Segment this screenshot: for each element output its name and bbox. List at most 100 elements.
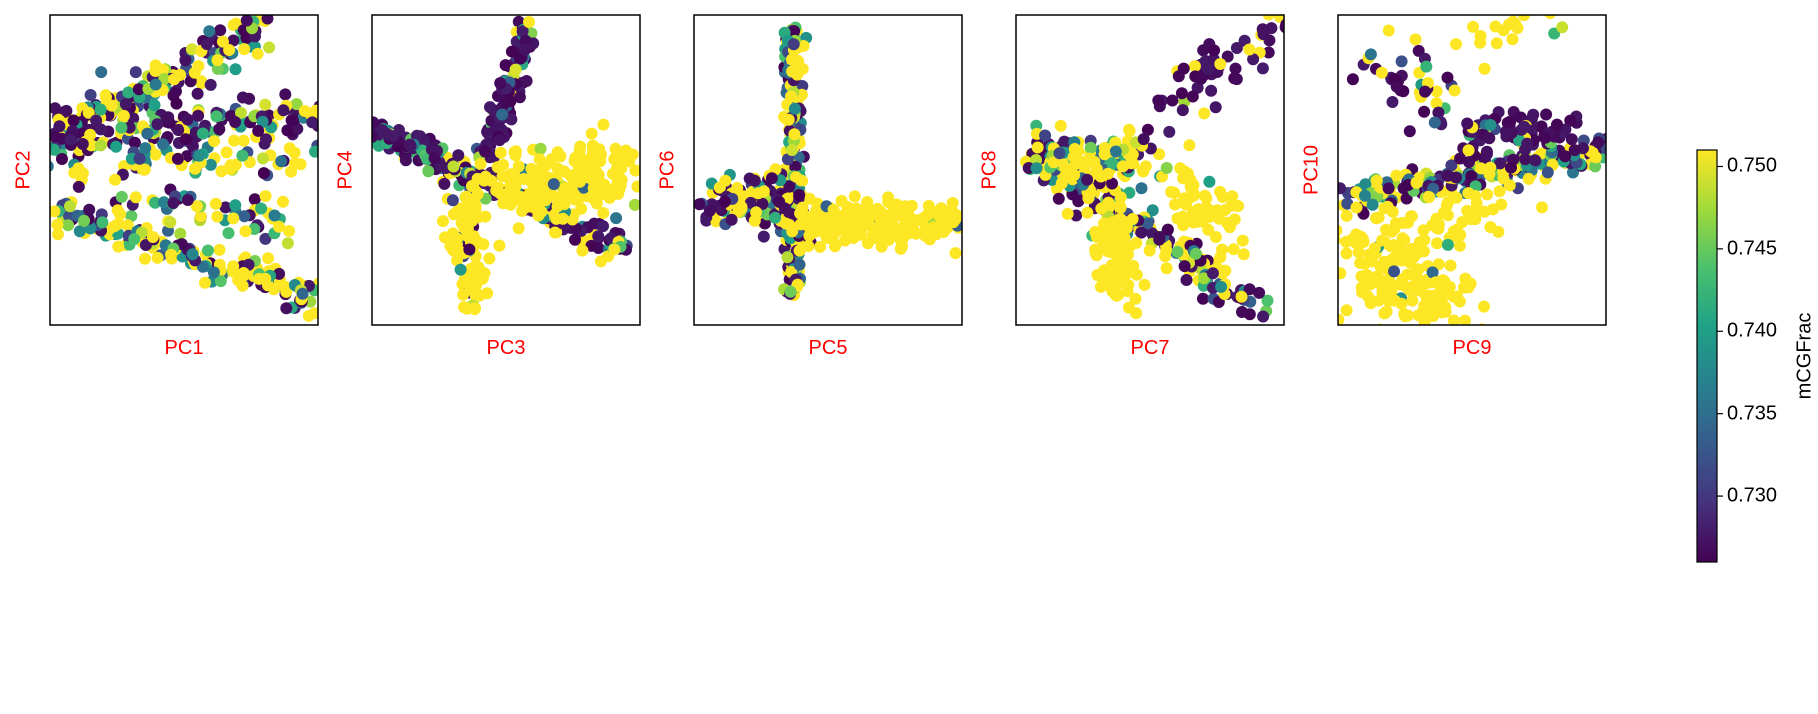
point [1484, 119, 1497, 131]
panel-3 [693, 14, 977, 326]
point [294, 158, 307, 171]
point [158, 73, 171, 85]
point [494, 77, 507, 90]
point [1257, 28, 1270, 41]
point [115, 121, 128, 134]
point [192, 109, 205, 122]
point [238, 210, 251, 223]
point [1257, 310, 1270, 323]
point [783, 180, 796, 193]
point [1478, 300, 1490, 313]
point [1354, 257, 1367, 269]
point [1481, 188, 1494, 201]
point [1177, 62, 1190, 75]
point [204, 158, 217, 171]
point [519, 43, 531, 56]
point [223, 44, 236, 56]
point [479, 170, 492, 183]
point [1556, 21, 1569, 34]
point [200, 38, 213, 50]
point [1489, 20, 1502, 33]
point [694, 198, 706, 211]
point [1171, 245, 1184, 258]
point [461, 230, 474, 242]
point [251, 47, 264, 60]
point [211, 54, 224, 67]
point [795, 174, 807, 187]
x-axis-label: PC5 [808, 337, 848, 359]
point [1430, 222, 1443, 234]
point [1521, 137, 1534, 150]
point [1262, 46, 1275, 59]
point [76, 138, 89, 150]
point [1143, 244, 1156, 257]
point [585, 127, 598, 140]
point [451, 254, 463, 267]
point [597, 220, 609, 233]
point [1207, 207, 1220, 219]
point [1236, 306, 1248, 318]
point [1417, 224, 1430, 237]
point [275, 155, 288, 168]
point [1053, 147, 1066, 160]
point [817, 212, 830, 225]
point [151, 251, 164, 264]
point [149, 148, 162, 161]
point [204, 78, 217, 91]
point [1370, 174, 1383, 187]
point [1415, 279, 1428, 292]
point [23, 122, 35, 134]
point [1106, 157, 1119, 170]
point [1366, 198, 1379, 211]
point [629, 164, 640, 177]
point [452, 149, 465, 162]
point [516, 25, 529, 38]
point [576, 244, 589, 257]
point [1177, 172, 1190, 185]
point [219, 201, 232, 214]
point [1052, 192, 1065, 205]
point [1340, 209, 1353, 222]
point [56, 153, 68, 165]
point [1123, 124, 1136, 137]
point [1068, 143, 1081, 155]
point [210, 110, 223, 123]
point [1448, 84, 1461, 97]
point [1404, 256, 1416, 269]
point [1395, 340, 1407, 352]
point [1130, 307, 1143, 320]
point [148, 99, 161, 112]
point [308, 307, 318, 320]
point [372, 131, 378, 144]
point [82, 106, 95, 119]
point [128, 136, 141, 149]
point [1450, 38, 1462, 51]
point [479, 210, 492, 223]
point [1372, 211, 1385, 224]
point [1198, 107, 1211, 120]
point [111, 204, 124, 217]
point [1465, 213, 1477, 226]
point [196, 127, 209, 140]
point [192, 60, 205, 72]
point [1423, 191, 1436, 203]
axes-frame [1337, 14, 1607, 326]
panel-2 [371, 14, 641, 326]
point [1209, 231, 1222, 243]
point [185, 43, 198, 56]
point [1430, 85, 1443, 98]
point [257, 167, 270, 180]
point [1445, 159, 1458, 172]
point [172, 124, 185, 136]
point [1493, 185, 1506, 198]
point [228, 134, 240, 147]
point [965, 217, 977, 229]
point [1346, 73, 1359, 86]
point [1396, 232, 1409, 245]
point [1430, 97, 1443, 110]
point [710, 215, 723, 228]
point [782, 113, 795, 126]
scatter-points [1019, 15, 1284, 323]
point [471, 188, 484, 201]
